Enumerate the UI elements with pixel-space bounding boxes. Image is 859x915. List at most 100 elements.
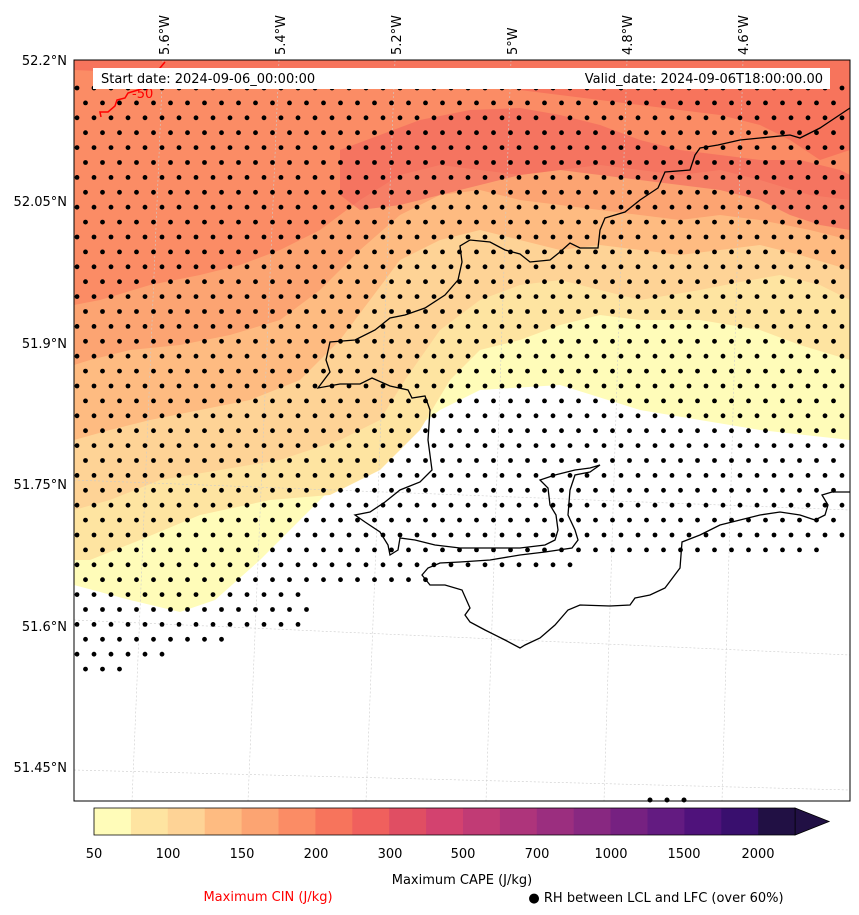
rh-dot: [355, 279, 360, 285]
rh-dot: [754, 204, 760, 210]
rh-dot: [236, 338, 241, 344]
rh-dot: [508, 398, 513, 404]
rh-dot: [304, 398, 309, 404]
rh-dot: [525, 160, 530, 165]
rh-dot: [423, 428, 428, 434]
rh-dot: [576, 279, 581, 285]
rh-dot: [525, 100, 530, 106]
rh-dot: [669, 443, 675, 448]
rh-dot: [193, 264, 199, 270]
rh-dot: [465, 383, 471, 389]
rh-dot: [423, 458, 428, 463]
rh-dot: [406, 279, 411, 285]
rh-dot: [839, 532, 845, 538]
rh-dot: [151, 487, 156, 493]
rh-dot: [754, 413, 760, 419]
rh-dot: [236, 547, 241, 553]
rh-dot: [108, 264, 114, 270]
rh-dot: [746, 458, 751, 463]
rh-dot: [508, 160, 513, 165]
rh-dot: [610, 100, 615, 106]
rh-dot: [312, 115, 318, 121]
lon-label: 5.4°W: [274, 15, 289, 55]
rh-dot: [601, 294, 607, 299]
rh-dot: [210, 562, 216, 568]
rh-dot: [125, 473, 131, 478]
rh-dot: [414, 234, 420, 240]
rh-dot: [457, 487, 462, 493]
rh-dot: [516, 353, 522, 359]
rh-dot: [797, 428, 802, 434]
rh-dot: [100, 666, 105, 672]
rh-dot: [193, 294, 199, 299]
rh-dot: [151, 607, 156, 612]
map-panel: -50 Start date: 2024-09-06_00:00:00 Vali…: [74, 60, 850, 801]
rh-dot: [108, 115, 114, 121]
rh-dot: [142, 622, 148, 627]
rh-dot: [652, 473, 658, 478]
rh-dot: [508, 309, 513, 314]
rh-dot: [380, 115, 386, 121]
rh-dot: [550, 234, 556, 240]
rh-dot: [100, 160, 105, 165]
rh-dot: [678, 130, 683, 136]
rh-dot: [236, 458, 241, 463]
rh-dot: [312, 264, 318, 270]
rh-dot: [321, 428, 326, 434]
rh-dot: [372, 338, 377, 344]
rh-dot: [644, 219, 649, 225]
rh-dot: [355, 428, 360, 434]
rh-dot: [695, 100, 700, 106]
rh-dot: [771, 234, 777, 240]
rh-dot: [159, 353, 165, 359]
rh-dot: [831, 428, 836, 434]
rh-dot: [669, 532, 675, 538]
rh-dot: [117, 338, 122, 344]
rh-dot: [440, 249, 445, 255]
rh-dot: [822, 502, 828, 508]
rh-dot: [746, 517, 751, 523]
rh-dot: [567, 145, 573, 151]
rh-dot: [805, 383, 811, 389]
rh-dot: [465, 562, 471, 568]
rh-dot: [125, 651, 131, 657]
rh-dot: [584, 204, 590, 210]
rh-dot: [142, 651, 148, 657]
rh-dot: [151, 338, 156, 344]
rh-dot: [261, 622, 267, 627]
rh-dot: [499, 562, 505, 568]
rh-dot: [763, 130, 768, 136]
rh-dot: [270, 338, 275, 344]
rh-dot: [508, 547, 513, 553]
rh-dot: [814, 100, 819, 106]
rh-dot: [814, 338, 819, 344]
rh-dot: [202, 249, 207, 255]
rh-dot: [533, 145, 539, 151]
rh-dot: [440, 219, 445, 225]
rh-dot: [763, 338, 768, 344]
rh-dot: [712, 368, 717, 374]
rh-dot: [406, 219, 411, 225]
rh-dot: [678, 338, 683, 344]
rh-dot: [261, 502, 267, 508]
rh-dot: [253, 607, 258, 612]
rh-dot: [244, 115, 250, 121]
rh-dot: [193, 532, 199, 538]
rh-dot: [559, 487, 564, 493]
rh-dot: [151, 189, 156, 195]
rh-dot: [814, 160, 819, 165]
rh-dot: [253, 189, 258, 195]
rh-dot: [780, 547, 785, 553]
rh-dot: [661, 219, 666, 225]
rh-dot: [440, 309, 445, 314]
rh-dot: [474, 547, 479, 553]
rh-dot: [414, 294, 420, 299]
rh-dot: [627, 428, 632, 434]
rh-dot: [372, 458, 377, 463]
rh-dot: [652, 294, 658, 299]
rh-dot: [508, 458, 513, 463]
rh-dot: [448, 473, 454, 478]
rh-dot: [329, 502, 335, 508]
colorbar-segment: [610, 808, 649, 835]
rh-dot: [474, 279, 479, 285]
